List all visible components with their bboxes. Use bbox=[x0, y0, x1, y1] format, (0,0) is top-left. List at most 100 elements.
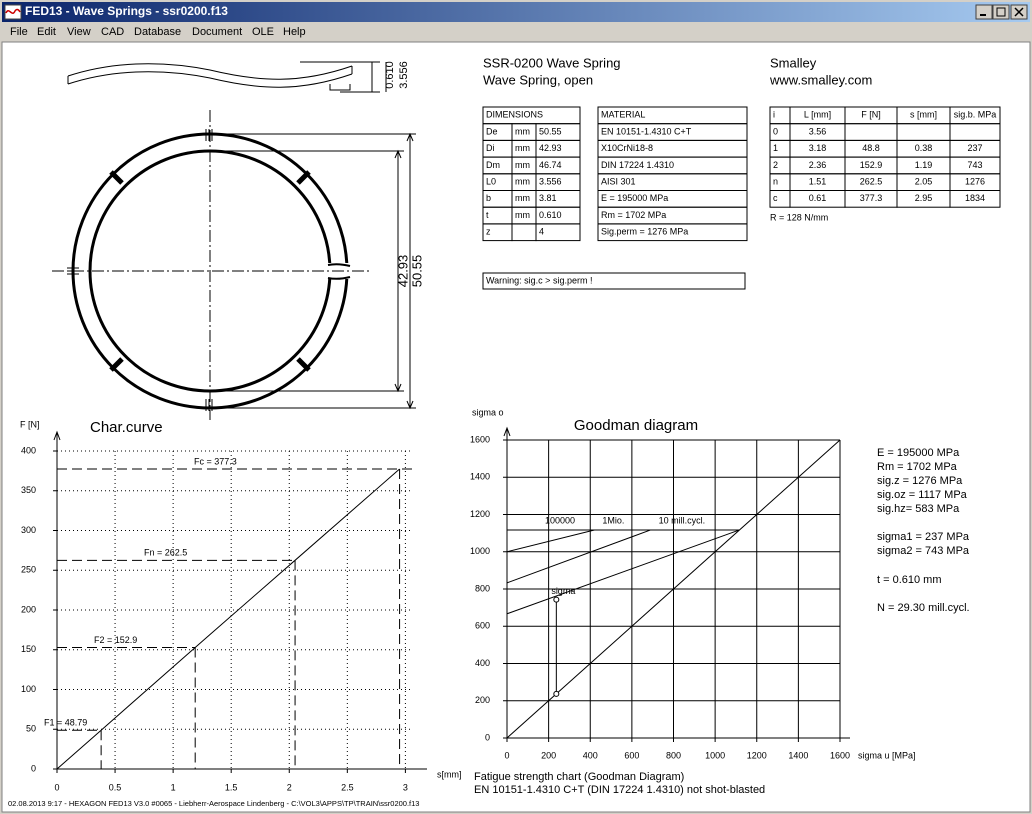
y-axis-label: F [N] bbox=[20, 419, 40, 429]
y-tick-label: 300 bbox=[21, 525, 36, 535]
result-line: N = 29.30 mill.cycl. bbox=[877, 602, 970, 614]
close-glyph bbox=[1014, 7, 1024, 17]
table-text: 0 bbox=[773, 126, 778, 136]
thickness-label: 0.610 bbox=[384, 61, 396, 89]
reference-line bbox=[506, 439, 841, 739]
table-text: Rm = 1702 MPa bbox=[601, 210, 666, 220]
menu-item[interactable]: Database bbox=[134, 26, 181, 38]
x-tick-label: 1000 bbox=[705, 750, 725, 760]
result-line: sig.oz = 1117 MPa bbox=[877, 489, 968, 501]
table-text: 2.95 bbox=[915, 193, 933, 203]
menu-item[interactable]: OLE bbox=[252, 26, 274, 38]
table-text: F [N] bbox=[861, 110, 881, 120]
menu-item[interactable]: Help bbox=[283, 26, 306, 38]
cycle-line bbox=[506, 529, 651, 584]
result-line: E = 195000 MPa bbox=[877, 447, 960, 459]
minimize-button[interactable] bbox=[975, 4, 993, 20]
y-tick-label: 600 bbox=[475, 621, 490, 631]
table-text: mm bbox=[515, 193, 530, 203]
table-text: sig.b. MPa bbox=[954, 110, 997, 120]
menu-item[interactable]: Edit bbox=[37, 26, 56, 38]
table-text: L0 bbox=[486, 177, 496, 187]
table-text: 0.61 bbox=[809, 193, 827, 203]
y-tick-label: 1200 bbox=[470, 509, 490, 519]
table-text: DIMENSIONS bbox=[486, 110, 543, 120]
menu-item[interactable]: File bbox=[10, 26, 28, 38]
inner-diameter-label: 42.93 bbox=[395, 255, 410, 288]
x-axis-label: sigma u [MPa] bbox=[858, 750, 916, 760]
menu-item[interactable]: CAD bbox=[101, 26, 124, 38]
table-text: n bbox=[773, 177, 778, 187]
x-tick-label: 3 bbox=[403, 782, 408, 792]
y-tick-label: 200 bbox=[21, 604, 36, 614]
spring-side-view: 0.610 3.556 bbox=[67, 61, 410, 93]
y-tick-label: 1600 bbox=[470, 434, 490, 444]
menu-item[interactable]: Document bbox=[192, 26, 242, 38]
y-tick-label: 1000 bbox=[470, 546, 490, 556]
table-text: 0.610 bbox=[539, 210, 562, 220]
table-text: L [mm] bbox=[804, 110, 831, 120]
table-text: 1.19 bbox=[915, 160, 933, 170]
table-text: 0.38 bbox=[915, 143, 933, 153]
warning: Warning: sig.c > sig.perm ! bbox=[486, 275, 592, 285]
table-text: 46.74 bbox=[539, 160, 562, 170]
y-tick-label: 200 bbox=[475, 695, 490, 705]
outer-diameter-label: 50.55 bbox=[409, 255, 424, 288]
point-annotation: Fn = 262.5 bbox=[144, 548, 187, 558]
table-text: Di bbox=[486, 143, 495, 153]
title-bar bbox=[2, 2, 1030, 22]
y-tick-label: 400 bbox=[475, 658, 490, 668]
table-cell bbox=[949, 190, 1001, 208]
table-text: 2 bbox=[773, 160, 778, 170]
cycle-line bbox=[506, 529, 595, 553]
spring-dim-lines bbox=[300, 61, 380, 93]
result-line: sigma1 = 237 MPa bbox=[877, 531, 970, 543]
table-text: EN 10151-1.4310 C+T bbox=[601, 126, 692, 136]
stress-point bbox=[553, 690, 560, 697]
table-text: b bbox=[486, 193, 491, 203]
table-text: DIN 17224 1.4310 bbox=[601, 160, 674, 170]
x-tick-label: 1200 bbox=[747, 750, 767, 760]
x-tick-label: 200 bbox=[541, 750, 556, 760]
point-annotation: Fc = 377.3 bbox=[194, 456, 237, 466]
table-text: 3.81 bbox=[539, 193, 557, 203]
table-text: c bbox=[773, 193, 778, 203]
y-tick-label: 350 bbox=[21, 485, 36, 495]
table-text: 42.93 bbox=[539, 143, 562, 153]
spring-ends bbox=[67, 66, 353, 84]
company: Smalley bbox=[770, 55, 817, 70]
table-text: mm bbox=[515, 210, 530, 220]
product-name: SSR-0200 Wave Spring bbox=[483, 55, 621, 70]
x-tick-label: 0 bbox=[54, 782, 59, 792]
table-text: Sig.perm = 1276 MPa bbox=[601, 227, 688, 237]
result-line: sigma2 = 743 MPa bbox=[877, 545, 970, 557]
x-tick-label: 1400 bbox=[788, 750, 808, 760]
y-tick-label: 250 bbox=[21, 565, 36, 575]
menu-item[interactable]: View bbox=[67, 26, 91, 38]
table-text: 50.55 bbox=[539, 126, 562, 136]
spring-dim-arrows bbox=[371, 62, 387, 92]
table-text: 48.8 bbox=[862, 143, 880, 153]
spring-top-view: 42.93 50.55 bbox=[52, 110, 424, 420]
table-text: 2.36 bbox=[809, 160, 827, 170]
product-variant: Wave Spring, open bbox=[483, 72, 593, 87]
app-icon-wave bbox=[5, 8, 21, 15]
footer-caption: Fatigue strength chart (Goodman Diagram) bbox=[474, 771, 684, 783]
pad bbox=[296, 357, 311, 372]
stress-point bbox=[553, 596, 560, 603]
y-tick-label: 50 bbox=[26, 724, 36, 734]
cycle-line bbox=[506, 529, 740, 615]
free-height-label: 3.556 bbox=[398, 61, 410, 89]
table-text: 3.56 bbox=[809, 126, 827, 136]
y-tick-label: 1400 bbox=[470, 472, 490, 482]
x-tick-label: 1600 bbox=[830, 750, 850, 760]
chart-title: Char.curve bbox=[90, 419, 163, 436]
app-icon bbox=[4, 4, 22, 20]
maximize-button[interactable] bbox=[992, 4, 1010, 20]
table-text: E = 195000 MPa bbox=[601, 193, 668, 203]
table-text: 1276 bbox=[965, 177, 985, 187]
y-tick-label: 400 bbox=[21, 445, 36, 455]
pad bbox=[109, 357, 124, 372]
